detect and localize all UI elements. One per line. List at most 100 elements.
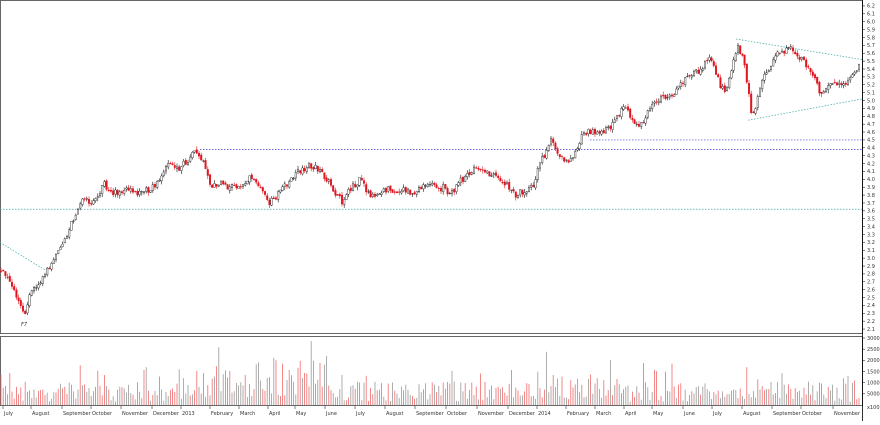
candle: [646, 109, 649, 120]
candle: [371, 192, 374, 199]
candle: [343, 196, 346, 208]
candle: [352, 181, 355, 192]
candle: [415, 190, 418, 198]
candle: [426, 182, 429, 188]
candle: [290, 177, 293, 182]
candle: [61, 241, 64, 248]
candle: [770, 65, 773, 72]
candle: [354, 181, 357, 188]
candle: [167, 160, 170, 170]
candle: [30, 289, 33, 297]
price-tick-label: 4.6: [867, 130, 875, 136]
candle: [816, 76, 819, 86]
candle: [279, 189, 282, 194]
candle: [0, 267, 2, 274]
price-tick-label: 2.3: [867, 311, 875, 317]
price-tick-label: 3.0: [867, 256, 875, 262]
candle: [442, 181, 445, 195]
candle: [250, 173, 253, 182]
candle: [558, 153, 561, 160]
candle: [807, 64, 810, 70]
candle: [798, 54, 801, 63]
candle: [605, 125, 608, 134]
candle: [429, 181, 432, 188]
candle: [693, 69, 696, 77]
candle: [219, 180, 222, 186]
volume-tick-label: 20000: [867, 358, 880, 364]
price-tick-label: 5.4: [867, 67, 875, 73]
candle: [759, 87, 762, 98]
candle: [844, 81, 847, 88]
price-tick-label: 5.0: [867, 98, 875, 104]
candle: [363, 177, 366, 187]
candle: [684, 76, 687, 88]
month-tick-label: March: [240, 411, 255, 417]
candle: [131, 186, 134, 195]
candle: [706, 57, 709, 65]
candle: [732, 56, 735, 74]
candle: [849, 75, 852, 84]
candle: [68, 227, 71, 240]
candle: [81, 197, 84, 207]
candle: [624, 105, 627, 109]
candle: [547, 144, 550, 152]
month-tick-label: July: [355, 411, 365, 417]
candle: [191, 151, 194, 160]
candle: [525, 191, 528, 197]
low-marker-label: F7: [21, 322, 28, 328]
candle: [341, 191, 344, 207]
volume-tick-label: 5000: [867, 392, 880, 398]
candle: [580, 130, 583, 145]
candle: [33, 285, 36, 294]
price-tick-label: 3.6: [867, 209, 875, 215]
candle: [349, 185, 352, 194]
volume-tick-label: 10000: [867, 380, 880, 386]
candle: [741, 53, 744, 57]
candle: [65, 234, 68, 239]
candle: [833, 78, 836, 84]
candle: [503, 179, 506, 189]
candle: [389, 185, 392, 194]
candle: [297, 165, 300, 175]
candle: [820, 91, 823, 98]
candle: [222, 180, 225, 186]
candle: [534, 176, 537, 190]
candle: [701, 66, 704, 73]
candle: [184, 157, 187, 166]
candle: [664, 94, 667, 101]
candle: [283, 181, 286, 191]
candle: [327, 178, 330, 185]
candle: [74, 213, 77, 221]
candle: [765, 69, 768, 75]
candle: [41, 275, 44, 287]
candle: [127, 184, 130, 192]
candle: [825, 87, 828, 94]
candle: [633, 118, 636, 124]
candle: [48, 266, 51, 270]
candle: [640, 122, 643, 130]
candle: [266, 193, 269, 202]
candle: [484, 168, 487, 174]
candle: [468, 168, 471, 178]
candle: [286, 184, 289, 190]
candle: [855, 70, 858, 74]
candle: [508, 178, 511, 193]
candle: [424, 184, 427, 189]
price-tick-label: 4.0: [867, 177, 875, 183]
candle: [230, 183, 233, 192]
candle: [226, 183, 229, 190]
candle: [125, 185, 128, 192]
candle: [618, 114, 621, 118]
candle: [695, 69, 698, 74]
price-tick-label: 5.2: [867, 83, 875, 89]
candle: [519, 189, 522, 198]
candle: [721, 83, 724, 91]
candle: [105, 179, 108, 192]
month-tick-label: April: [625, 411, 636, 417]
candle: [142, 191, 145, 195]
candle: [528, 185, 531, 193]
candle: [270, 196, 273, 207]
candle: [583, 130, 586, 136]
candle: [160, 173, 163, 185]
